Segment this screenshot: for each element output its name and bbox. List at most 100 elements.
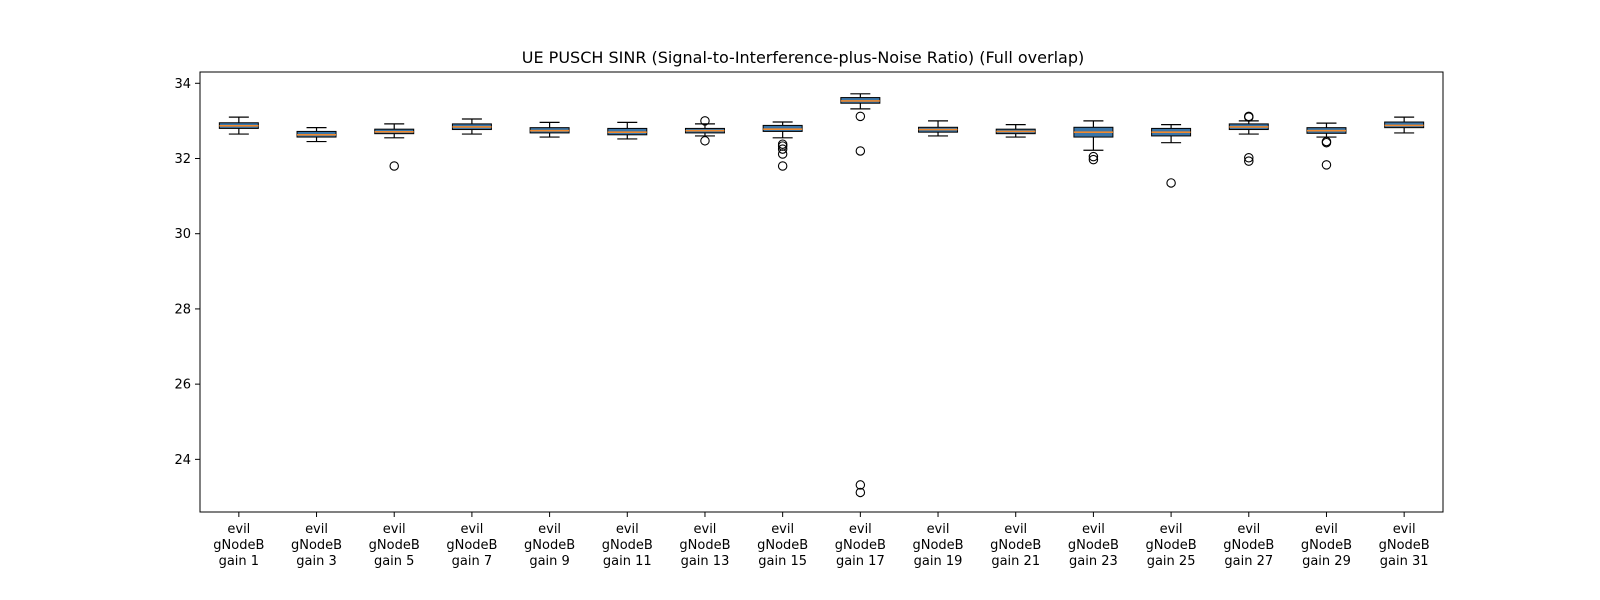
x-tick-label-line: gNodeB	[912, 538, 963, 553]
x-tick-label-line: gNodeB	[679, 538, 730, 553]
outlier-point	[855, 480, 866, 490]
x-tick-label-line: evil	[460, 522, 483, 537]
outlier-point	[1321, 160, 1332, 170]
x-tick-label-line: evil	[538, 522, 561, 537]
x-tick-label-line: gain 23	[1069, 554, 1118, 569]
x-tick-label-line: gain 9	[529, 554, 569, 569]
x-tick-label-line: gNodeB	[602, 538, 653, 553]
x-tick-label: evil gNodeB gain 7	[446, 522, 497, 569]
outlier-point	[1088, 151, 1099, 162]
x-tick-label-line: evil	[305, 522, 328, 537]
outlier-point	[855, 146, 866, 156]
x-tick-label: evil gNodeB gain 27	[1223, 522, 1274, 569]
x-tick-label-line: gNodeB	[757, 538, 808, 553]
x-tick-label: evil gNodeB gain 19	[912, 522, 963, 569]
x-tick-label-line: gain 25	[1147, 554, 1196, 569]
x-tick-label-line: evil	[1160, 522, 1183, 537]
box-10	[918, 120, 959, 137]
x-tick-label-line: gNodeB	[369, 538, 420, 553]
x-tick-label-line: evil	[1393, 522, 1416, 537]
x-tick-label-line: gain 21	[991, 554, 1040, 569]
y-axis: 24 26 28 30 32 34	[174, 77, 200, 468]
outlier-point	[777, 139, 788, 149]
outlier-point	[1166, 178, 1176, 188]
y-tick-label: 32	[174, 152, 191, 167]
box-13	[1151, 124, 1192, 188]
x-tick-label-line: gain 15	[758, 554, 807, 569]
x-tick-label-line: gain 7	[452, 554, 492, 569]
x-tick-label: evil gNodeB gain 5	[369, 522, 420, 569]
outlier-point	[1244, 156, 1254, 166]
x-tick-label-line: gNodeB	[291, 538, 342, 553]
box-15	[1306, 122, 1347, 170]
box-2	[296, 127, 337, 143]
x-tick-label-line: gNodeB	[1068, 538, 1119, 553]
y-tick-label: 30	[174, 227, 191, 242]
x-tick-label: evil gNodeB gain 15	[757, 522, 808, 569]
x-tick-label-line: gNodeB	[446, 538, 497, 553]
x-tick-label-line: evil	[616, 522, 639, 537]
x-tick-label-line: evil	[227, 522, 250, 537]
chart-title: UE PUSCH SINR (Signal-to-Interference-pl…	[522, 48, 1084, 67]
x-tick-label-line: gain 27	[1224, 554, 1273, 569]
x-tick-label-line: gain 3	[296, 554, 336, 569]
y-tick-label: 28	[174, 302, 191, 317]
outlier-point	[389, 161, 399, 171]
box-12	[1073, 120, 1114, 165]
x-tick-label: evil gNodeB gain 23	[1068, 522, 1119, 569]
x-tick-label-line: gain 31	[1380, 554, 1429, 569]
box-11	[995, 124, 1036, 138]
x-tick-label: evil gNodeB gain 29	[1301, 522, 1352, 569]
x-tick-label-line: gain 13	[681, 554, 730, 569]
outlier-point	[777, 161, 788, 171]
x-tick-label-line: gNodeB	[1301, 538, 1352, 553]
x-tick-label-line: gNodeB	[213, 538, 264, 553]
x-tick-label: evil gNodeB gain 13	[679, 522, 730, 569]
outlier-point	[700, 116, 710, 126]
x-tick-label: evil gNodeB gain 17	[835, 522, 886, 569]
outlier-point	[1088, 154, 1099, 165]
x-tick-label-line: evil	[1315, 522, 1338, 537]
x-tick-label: evil gNodeB gain 1	[213, 522, 264, 569]
x-tick-label-line: evil	[1082, 522, 1105, 537]
x-tick-label-line: evil	[383, 522, 406, 537]
x-tick-label-line: gain 5	[374, 554, 414, 569]
plot-area	[218, 93, 1425, 498]
box-9	[840, 93, 881, 498]
x-tick-label-line: gain 29	[1302, 554, 1351, 569]
outlier-point	[700, 136, 710, 146]
box-16	[1384, 116, 1425, 134]
y-tick-label: 26	[174, 378, 191, 393]
box-7	[684, 116, 725, 146]
x-tick-label: evil gNodeB gain 31	[1379, 522, 1430, 569]
x-tick-label-line: evil	[849, 522, 872, 537]
outlier-point	[855, 111, 866, 122]
x-tick-label-line: gNodeB	[1223, 538, 1274, 553]
x-tick-label-line: gNodeB	[1379, 538, 1430, 553]
outlier-point	[777, 144, 788, 154]
x-tick-label-line: gNodeB	[524, 538, 575, 553]
box-6	[607, 121, 648, 140]
box-14	[1228, 111, 1269, 166]
outlier-point	[1321, 137, 1332, 148]
x-tick-label: evil gNodeB gain 21	[990, 522, 1041, 569]
x-tick-label-line: gain 11	[603, 554, 652, 569]
x-tick-label-line: evil	[771, 522, 794, 537]
box-5	[529, 121, 570, 138]
x-tick-label: evil gNodeB gain 3	[291, 522, 342, 569]
x-tick-label: evil gNodeB gain 25	[1146, 522, 1197, 569]
x-tick-label-line: evil	[1237, 522, 1260, 537]
y-tick-label: 34	[174, 77, 191, 92]
x-tick-label-line: gain 17	[836, 554, 885, 569]
box-1	[218, 116, 259, 135]
outlier-point	[1244, 152, 1254, 163]
plot-frame	[199, 71, 1444, 513]
outlier-point	[777, 149, 788, 159]
box-4	[451, 118, 492, 135]
outlier-point	[855, 487, 866, 498]
box-8	[762, 121, 803, 171]
outlier-point	[1244, 111, 1254, 122]
x-tick-label: evil gNodeB gain 9	[524, 522, 575, 569]
